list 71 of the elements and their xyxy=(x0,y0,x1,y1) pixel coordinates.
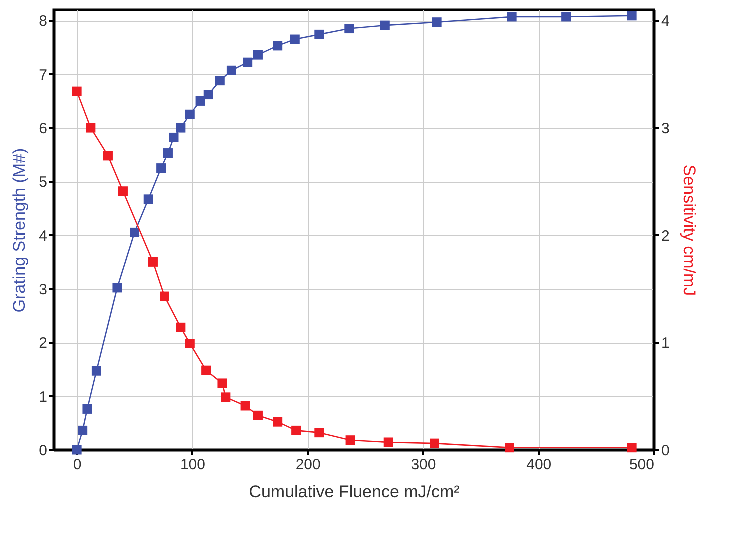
point xyxy=(344,24,354,34)
point xyxy=(243,58,253,68)
y-tick-label: 0 xyxy=(39,442,48,460)
point xyxy=(253,410,263,420)
point xyxy=(86,123,96,133)
point xyxy=(163,148,173,158)
point xyxy=(144,194,154,204)
y-tick-label: 2 xyxy=(39,335,48,352)
point xyxy=(240,401,250,411)
point xyxy=(430,438,440,448)
point xyxy=(215,76,225,86)
point xyxy=(346,436,356,446)
point xyxy=(627,11,637,21)
y-tick-label: 8 xyxy=(39,13,48,30)
y-tick-label: 4 xyxy=(39,228,48,245)
point xyxy=(148,257,158,267)
y-tick-label: 3 xyxy=(39,282,48,299)
point xyxy=(273,41,283,51)
point xyxy=(202,366,212,376)
point xyxy=(160,292,170,302)
point xyxy=(218,378,228,388)
x-tick-label: 200 xyxy=(296,456,321,474)
point xyxy=(118,186,128,196)
point xyxy=(314,428,324,438)
point xyxy=(290,34,300,44)
y2-axis-title: Sensitivity cm/mJ xyxy=(680,164,699,296)
point xyxy=(78,426,88,436)
point xyxy=(314,30,324,40)
point xyxy=(292,426,302,436)
y2-tick-label: 2 xyxy=(662,228,670,245)
point xyxy=(226,66,236,76)
point xyxy=(156,164,166,174)
point xyxy=(185,339,195,348)
point xyxy=(562,12,572,22)
point xyxy=(92,366,102,376)
x-tick-label: 500 xyxy=(629,456,654,474)
point xyxy=(627,443,637,453)
point xyxy=(72,445,82,455)
y-tick-label: 1 xyxy=(39,388,48,406)
point xyxy=(204,90,214,100)
point xyxy=(103,151,113,161)
y-tick-label: 5 xyxy=(39,174,48,192)
y-tick-label: 6 xyxy=(39,120,48,138)
point xyxy=(380,20,390,30)
y2-tick-label: 3 xyxy=(662,120,670,138)
x-axis-title: Cumulative Fluence mJ/cm² xyxy=(249,482,460,502)
point xyxy=(176,123,186,133)
y2-tick-label: 4 xyxy=(662,13,670,30)
point xyxy=(72,86,82,96)
point xyxy=(273,417,283,427)
point xyxy=(505,443,515,453)
x-tick-label: 300 xyxy=(411,456,436,474)
y2-tick-label: 1 xyxy=(662,335,670,352)
point xyxy=(253,50,263,60)
x-tick-label: 400 xyxy=(526,456,552,474)
x-tick-label: 100 xyxy=(180,456,206,474)
point xyxy=(432,18,442,28)
point xyxy=(82,404,92,414)
point xyxy=(112,283,122,293)
point xyxy=(130,228,140,238)
x-tick-label: 0 xyxy=(73,456,82,474)
y2-tick-label: 0 xyxy=(662,442,670,460)
point xyxy=(176,322,186,332)
point xyxy=(507,12,517,22)
point xyxy=(196,96,206,106)
point xyxy=(185,110,195,120)
point xyxy=(384,438,394,448)
y-tick-label: 7 xyxy=(39,66,48,84)
point xyxy=(221,392,231,402)
point xyxy=(169,132,179,142)
y-axis-title: Grating Strength (M#) xyxy=(10,148,30,313)
